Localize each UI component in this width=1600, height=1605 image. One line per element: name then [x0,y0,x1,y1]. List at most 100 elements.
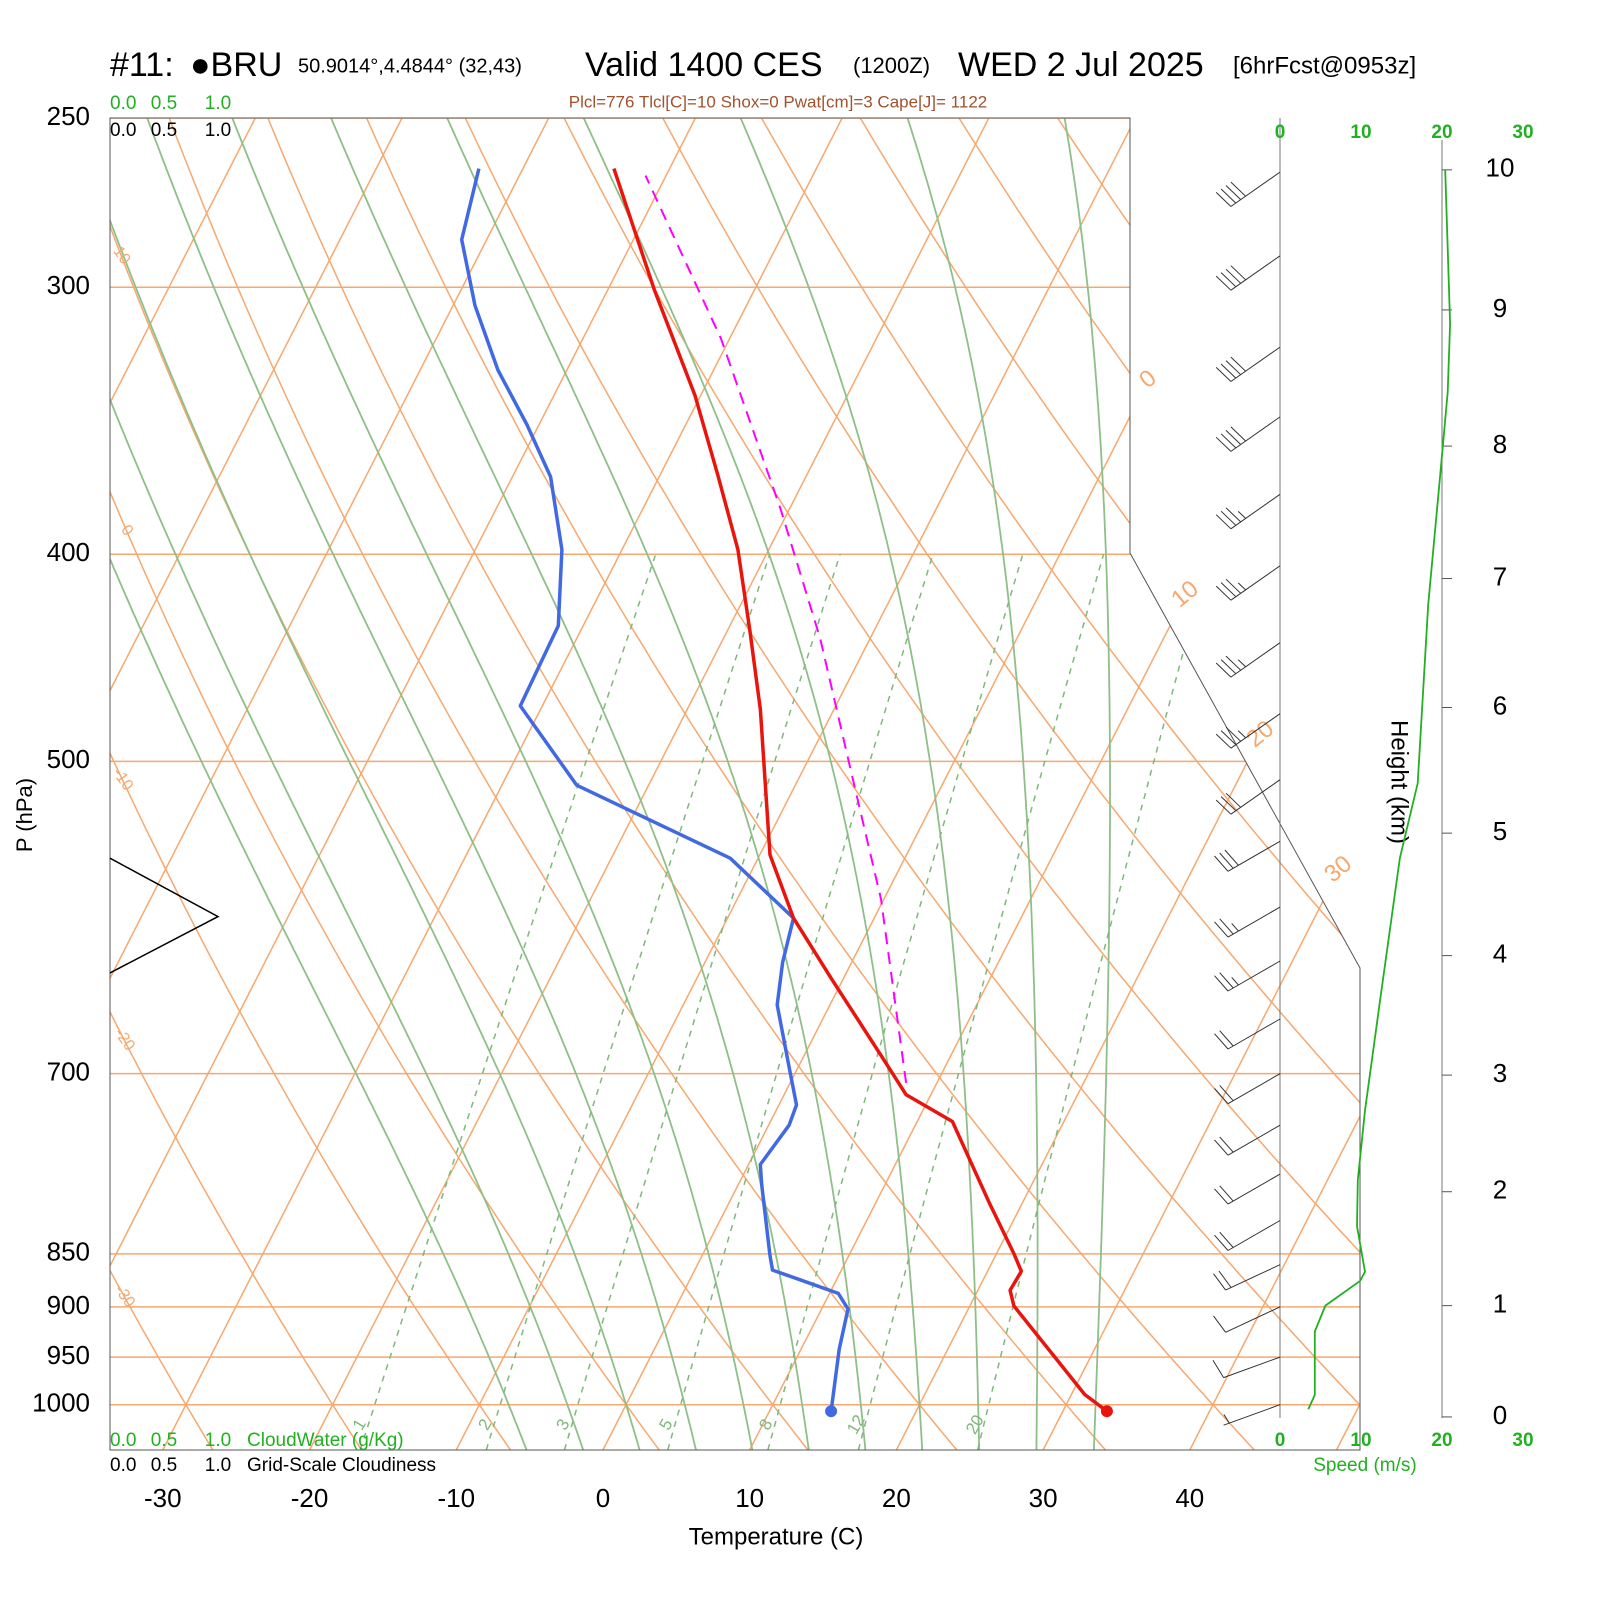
dewpoint-line [462,169,848,1412]
cloud-tick-label: 0.5 [151,93,177,114]
isotherm-label: 0 [1134,364,1162,393]
moist-adiabat [5,111,584,1451]
height-tick-label: 7 [1493,561,1507,591]
wind-barb [1214,1307,1281,1332]
title-coords: 50.9014°,4.4844° (32,43) [298,55,522,77]
dry-adiabat [1058,118,1600,1450]
x-tick-label: 10 [735,1483,764,1513]
moist-adiabat [229,111,752,1451]
moist-adiabat [328,111,809,1451]
parcel-line [646,176,907,1083]
height-tick-label: 0 [1493,1400,1507,1430]
mixing-ratio-line [668,554,933,1450]
cloud-tick-label: 0.0 [110,1455,136,1476]
height-tick-label: 6 [1493,690,1507,720]
height-tick-label: 2 [1493,1175,1507,1205]
wind-speed-line [1308,170,1450,1409]
isotherm [1043,118,1600,1450]
wind-barb [1215,1074,1281,1104]
isotherm-label: 10 [1166,575,1204,613]
title-date: WED 2 Jul 2025 [958,46,1204,84]
wind-barb [1216,347,1280,381]
cloud-tick-label: 0.5 [151,1455,177,1476]
wind-barb [1216,566,1280,600]
dry-adiabat [1157,118,1600,1450]
isotherm [456,118,1135,1450]
moist-adiabat [905,111,1038,1451]
dry-adiabat-label: -10 [109,765,136,794]
dry-adiabat [1255,118,1600,1450]
cloud-tick-label: 1.0 [205,120,231,141]
wind-barb [1215,961,1281,991]
height-tick-label: 5 [1493,816,1507,846]
wind-barb [1216,172,1280,206]
speed-tick-label: 20 [1431,122,1452,143]
speed-tick-label: 30 [1512,1430,1533,1451]
y-tick-label: 700 [47,1057,90,1087]
speed-tick-label: 10 [1350,1430,1371,1451]
x-tick-label: 30 [1029,1483,1058,1513]
x-tick-label: 40 [1175,1483,1204,1513]
height-tick-label: 4 [1493,938,1507,968]
dry-adiabat [663,118,1600,1450]
dry-adiabat-label: 0 [117,522,136,539]
wind-barb [1215,1125,1281,1155]
height-axis-label: Height (km) [1386,720,1413,844]
wind-barb [1215,1174,1281,1204]
cloudiness-line [110,858,218,973]
height-tick-label: 9 [1493,293,1507,323]
x-tick-label: 0 [596,1483,610,1513]
speed-axis-label: Speed (m/s) [1313,1455,1416,1476]
isotherm [163,118,842,1450]
isotherm [310,118,989,1450]
cloud-tick-label: 0.5 [151,1430,177,1451]
mixing-ratio-label: 12 [843,1412,869,1438]
title-forecast: [6hrFcst@0953z] [1233,52,1416,79]
title-valid: Valid 1400 CES [585,46,823,84]
mixing-ratio-label: 3 [552,1416,573,1434]
isotherm [896,118,1575,1450]
cloud-tick-label: 1.0 [205,93,231,114]
y-tick-label: 850 [47,1237,90,1267]
dry-adiabat [169,118,957,1450]
wind-barb [1216,256,1280,290]
wind-barb [1213,1357,1280,1378]
temperature-surface-marker [1101,1405,1113,1417]
wind-barb [1215,907,1281,937]
height-tick-label: 10 [1486,153,1515,183]
cloud-tick-label: 0.5 [151,120,177,141]
dry-adiabat [1453,118,1600,1450]
mixing-ratio-label: 5 [655,1416,676,1434]
wind-barb [1214,1265,1281,1290]
y-tick-label: 950 [47,1340,90,1370]
dry-adiabat [1551,118,1600,1450]
moist-adiabat [580,111,922,1451]
height-tick-label: 8 [1493,429,1507,459]
x-tick-label: -10 [437,1483,475,1513]
cloud-tick-label: 0.0 [110,93,136,114]
dry-adiabat-label: 10 [109,243,133,267]
cloud-tick-label: 1.0 [205,1455,231,1476]
speed-tick-label: 20 [1431,1430,1452,1451]
dry-adiabat [70,118,808,1450]
moist-adiabat [737,111,979,1451]
cloudiness-label: Grid-Scale Cloudiness [247,1455,436,1476]
title-utc: (1200Z) [853,53,930,78]
moist-adiabat [144,111,696,1451]
dewpoint-surface-marker [825,1405,837,1417]
dry-adiabat [0,118,659,1450]
x-tick-label: 20 [882,1483,911,1513]
dry-adiabat [268,118,1106,1450]
speed-tick-label: 30 [1512,122,1533,143]
isotherm [603,118,1282,1450]
speed-tick-label: 0 [1275,1430,1286,1451]
dry-adiabat [367,118,1255,1450]
y-tick-label: 900 [47,1290,90,1320]
dry-adiabat-label: -20 [111,1025,138,1054]
y-tick-label: 1000 [32,1388,90,1418]
speed-tick-label: 0 [1275,122,1286,143]
height-tick-label: 1 [1493,1289,1507,1319]
cloud-water-label: CloudWater (g/Kg) [247,1430,404,1451]
y-tick-label: 250 [47,101,90,131]
